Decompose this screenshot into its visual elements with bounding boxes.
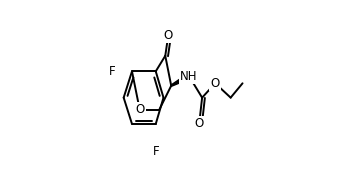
Text: NH: NH (180, 70, 198, 83)
Text: F: F (108, 65, 115, 78)
Text: F: F (153, 145, 159, 158)
Text: O: O (194, 117, 204, 130)
Text: O: O (135, 103, 144, 116)
Text: O: O (164, 29, 173, 42)
Text: O: O (211, 77, 220, 90)
Polygon shape (171, 74, 190, 86)
